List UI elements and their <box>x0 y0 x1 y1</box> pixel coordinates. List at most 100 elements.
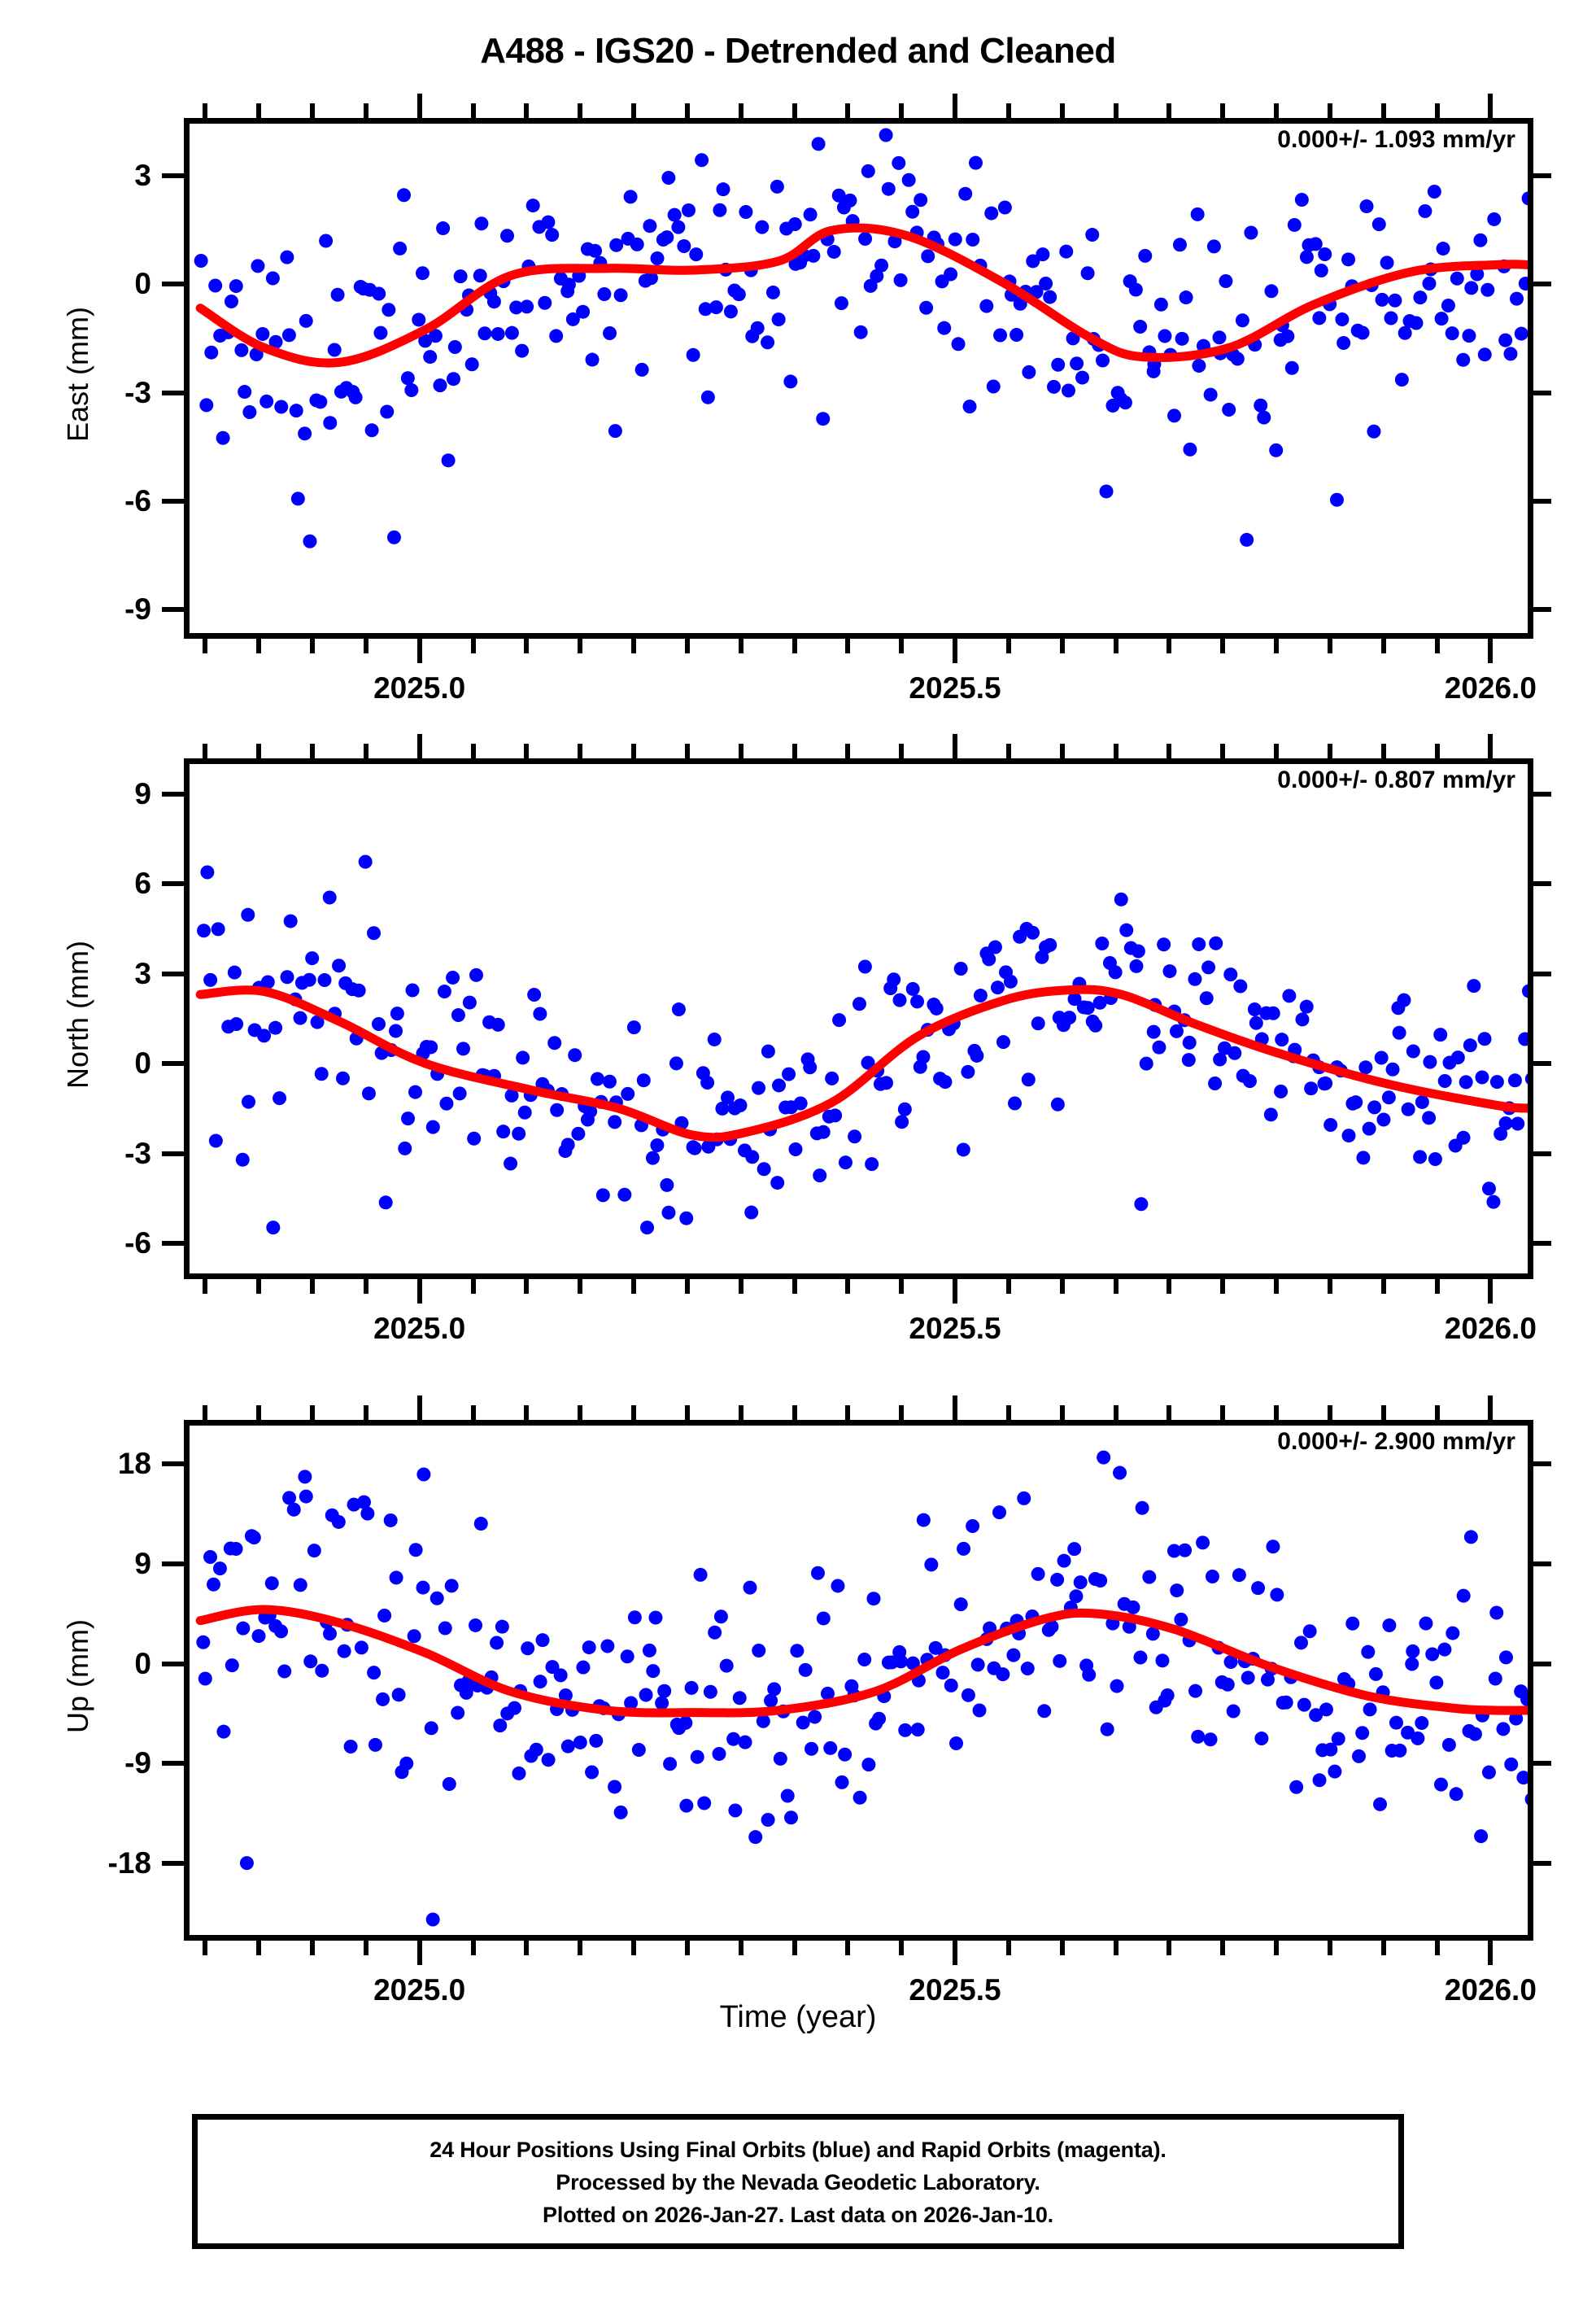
data-point <box>1020 1662 1035 1676</box>
data-point <box>229 1017 244 1032</box>
data-point <box>589 1733 604 1748</box>
data-point <box>474 216 489 231</box>
data-point <box>367 1666 382 1680</box>
data-point <box>1223 967 1238 982</box>
data-point <box>1328 1764 1342 1779</box>
data-point <box>669 1056 683 1071</box>
data-point <box>1196 1535 1210 1550</box>
x-axis-minor-tick-top <box>1274 744 1279 758</box>
data-point <box>1456 1130 1471 1145</box>
data-point <box>761 1812 775 1827</box>
y-axis-tick-right <box>1533 1661 1551 1666</box>
data-point <box>1419 1616 1433 1631</box>
data-point <box>783 374 798 389</box>
data-point <box>360 1506 375 1521</box>
data-point <box>707 1032 722 1046</box>
data-point <box>1463 1038 1477 1053</box>
data-point <box>600 1639 615 1653</box>
x-axis-minor-tick-top <box>203 103 208 118</box>
data-point <box>660 1177 674 1192</box>
x-axis-minor-tick <box>1434 1279 1440 1294</box>
data-point <box>377 1608 392 1622</box>
data-point <box>996 1667 1010 1682</box>
y-axis-tick-right <box>1533 1461 1551 1467</box>
data-point <box>378 1195 393 1210</box>
data-point <box>1167 408 1182 423</box>
data-point <box>853 1790 867 1805</box>
data-point <box>773 1751 787 1766</box>
data-point <box>813 1168 827 1183</box>
data-point <box>336 1071 350 1085</box>
data-point <box>565 312 580 326</box>
data-point <box>770 179 784 194</box>
data-point <box>1257 410 1271 425</box>
data-point <box>216 1724 231 1739</box>
x-axis-minor-tick-top <box>791 103 797 118</box>
data-point <box>504 1156 518 1171</box>
data-point <box>831 188 846 203</box>
data-point <box>738 1735 752 1749</box>
footer-note-box: 24 Hour Positions Using Final Orbits (bl… <box>192 2114 1404 2249</box>
data-point <box>1467 979 1481 994</box>
data-point <box>857 959 872 974</box>
data-point <box>265 271 280 286</box>
data-point <box>1427 185 1441 199</box>
data-point <box>852 997 866 1011</box>
x-axis-minor-tick-top <box>578 103 583 118</box>
data-point <box>898 1723 913 1737</box>
data-point <box>560 1739 575 1754</box>
data-point <box>621 1086 635 1101</box>
data-point <box>1323 1742 1338 1757</box>
data-point <box>1409 316 1424 330</box>
data-point <box>242 1094 256 1109</box>
x-axis-tick-label: 2025.5 <box>909 1312 1001 1345</box>
x-axis-tick-label: 2025.0 <box>373 671 466 705</box>
y-axis-tick-right <box>1533 173 1551 179</box>
data-point <box>268 334 283 349</box>
x-axis-minor-tick-top <box>1166 1405 1172 1420</box>
x-axis-minor-tick <box>1327 639 1332 653</box>
data-point <box>368 1737 382 1752</box>
data-point <box>693 1567 708 1582</box>
data-point <box>585 1765 600 1780</box>
data-point <box>671 1002 686 1017</box>
data-point <box>627 1610 642 1625</box>
data-point <box>761 335 775 350</box>
data-point <box>744 1205 759 1220</box>
data-point <box>1406 1644 1420 1658</box>
x-axis-minor-tick-top <box>1220 103 1226 118</box>
x-axis-minor-tick-top <box>363 103 368 118</box>
data-point <box>576 304 591 319</box>
data-point <box>733 1098 748 1112</box>
x-axis-minor-tick <box>1059 639 1065 653</box>
data-point <box>1302 1624 1317 1639</box>
data-point <box>1413 290 1428 305</box>
data-point <box>640 1221 655 1235</box>
y-axis-tick-label: -6 <box>124 484 151 518</box>
data-point <box>389 1024 403 1038</box>
x-axis-minor-tick <box>256 639 262 653</box>
data-point <box>1382 1618 1397 1633</box>
data-point <box>207 1577 221 1592</box>
data-point <box>874 258 889 273</box>
data-point <box>286 1502 301 1517</box>
data-point <box>832 1013 847 1028</box>
data-point <box>678 1715 693 1730</box>
x-axis-minor-tick-top <box>1220 1405 1226 1420</box>
x-axis-minor-tick <box>363 1941 368 1955</box>
data-point <box>743 1580 757 1595</box>
data-point <box>892 993 907 1007</box>
data-point <box>361 1086 376 1101</box>
data-point <box>620 1649 634 1664</box>
data-point <box>1031 1016 1045 1031</box>
x-axis-minor-tick-top <box>203 1405 208 1420</box>
x-axis-major-tick-top <box>416 734 422 758</box>
data-point <box>919 300 934 315</box>
data-point <box>1433 1028 1448 1042</box>
scatter-points <box>197 854 1528 1235</box>
data-point <box>1008 1096 1022 1111</box>
data-point <box>1413 1150 1428 1164</box>
y-axis-tick <box>162 390 184 395</box>
x-axis-minor-tick-top <box>684 1405 690 1420</box>
footer-line-orbits: 24 Hour Positions Using Final Orbits (bl… <box>430 2138 1166 2162</box>
